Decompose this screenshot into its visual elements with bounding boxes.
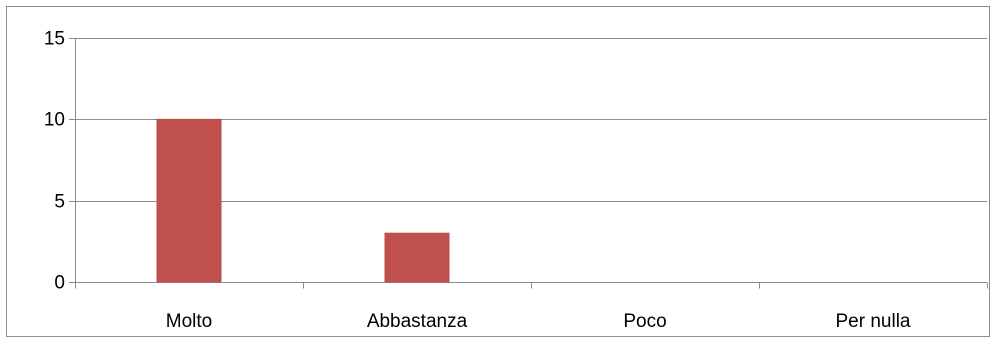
bar-molto	[156, 118, 222, 283]
bars	[156, 118, 450, 283]
x-tick-label: Abbastanza	[367, 311, 468, 332]
bar-abbastanza	[384, 232, 450, 283]
y-tick-label: 0	[54, 273, 65, 294]
x-tick-label: Per nulla	[836, 311, 911, 332]
x-tick-label: Molto	[166, 311, 212, 332]
x-tick-label: Poco	[623, 311, 666, 332]
x-tick-labels: Molto Abbastanza Poco Per nulla	[166, 311, 911, 332]
y-tick-label: 15	[44, 29, 65, 50]
gridlines	[75, 38, 987, 202]
y-tick-label: 10	[44, 110, 65, 131]
axes	[69, 38, 988, 289]
y-tick-labels: 0 5 10 15	[44, 29, 65, 294]
y-tick-label: 5	[54, 192, 65, 213]
